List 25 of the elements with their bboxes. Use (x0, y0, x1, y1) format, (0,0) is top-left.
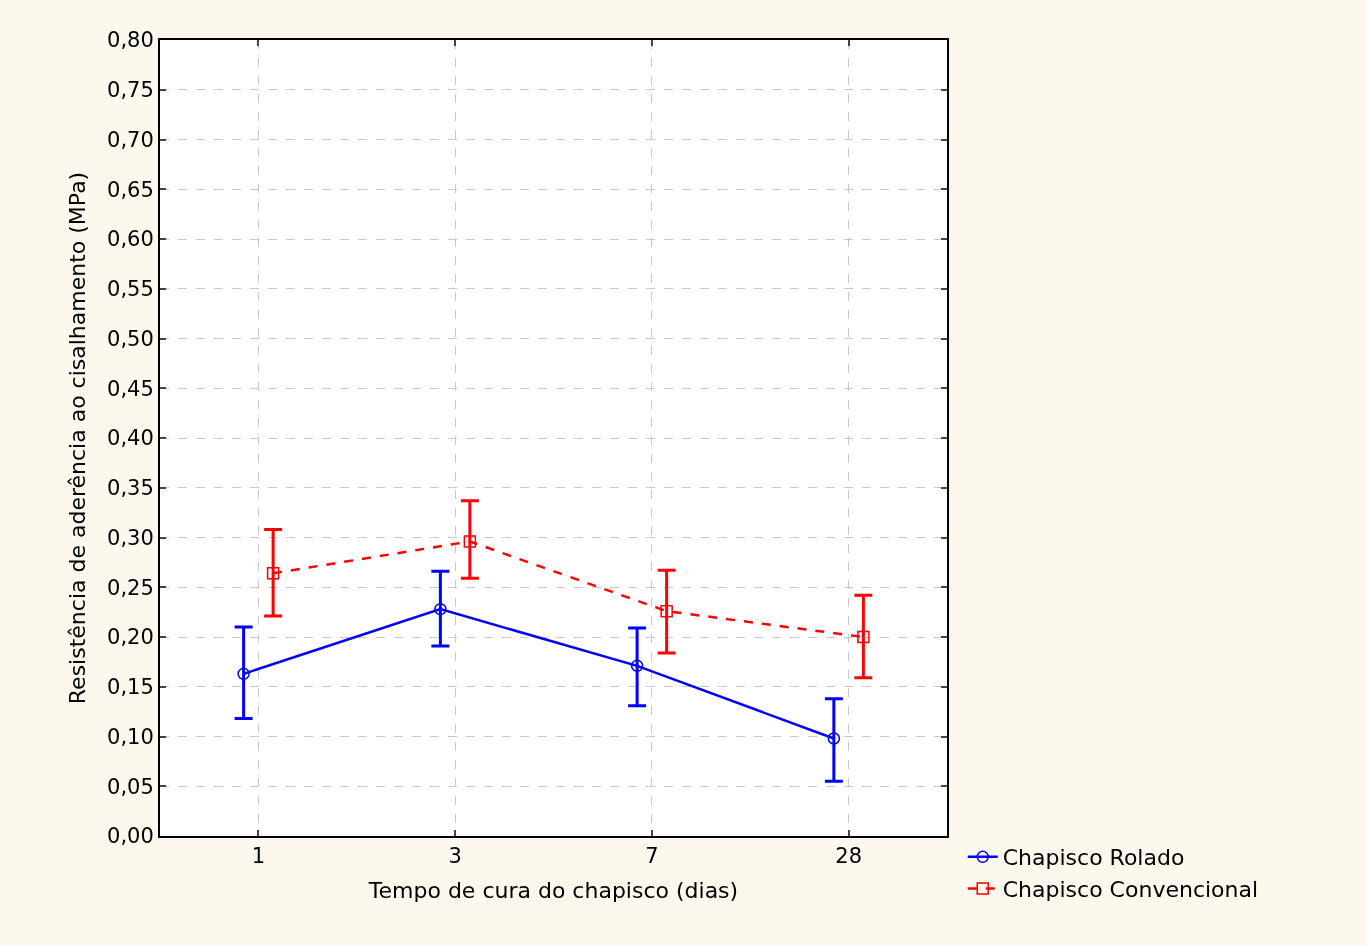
y-tick-label: 0,65 (107, 177, 154, 202)
y-tick-label: 0,70 (107, 127, 154, 152)
y-tick-label: 0,45 (107, 376, 154, 401)
y-tick-label: 0,25 (107, 575, 154, 600)
legend-label: Chapisco Convencional (1002, 876, 1259, 902)
y-tick-label: 0,80 (107, 28, 154, 53)
x-tick-label: 1 (251, 844, 266, 869)
y-tick-label: 0,75 (107, 78, 154, 103)
x-tick-label: 7 (645, 844, 659, 869)
legend-label: Chapisco Rolado (1002, 845, 1185, 871)
y-tick-label: 0,55 (107, 277, 154, 302)
x-tick-label: 28 (835, 844, 862, 869)
y-tick-label: 0,15 (107, 675, 154, 700)
y-tick-label: 0,00 (107, 824, 154, 849)
x-tick-label: 3 (448, 844, 462, 869)
y-tick-label: 0,20 (107, 625, 154, 650)
y-tick-label: 0,50 (107, 326, 154, 351)
y-tick-label: 0,60 (107, 227, 154, 252)
y-tick-label: 0,35 (107, 476, 154, 501)
y-tick-label: 0,30 (107, 525, 154, 550)
y-tick-label: 0,10 (107, 724, 154, 749)
x-axis-title: Tempo de cura do chapisco (dias) (367, 877, 739, 903)
y-tick-label: 0,40 (107, 426, 154, 451)
y-axis-title: Resistência de aderência ao cisalhamento (MPa) (65, 171, 91, 705)
y-tick-label: 0,05 (107, 774, 154, 799)
